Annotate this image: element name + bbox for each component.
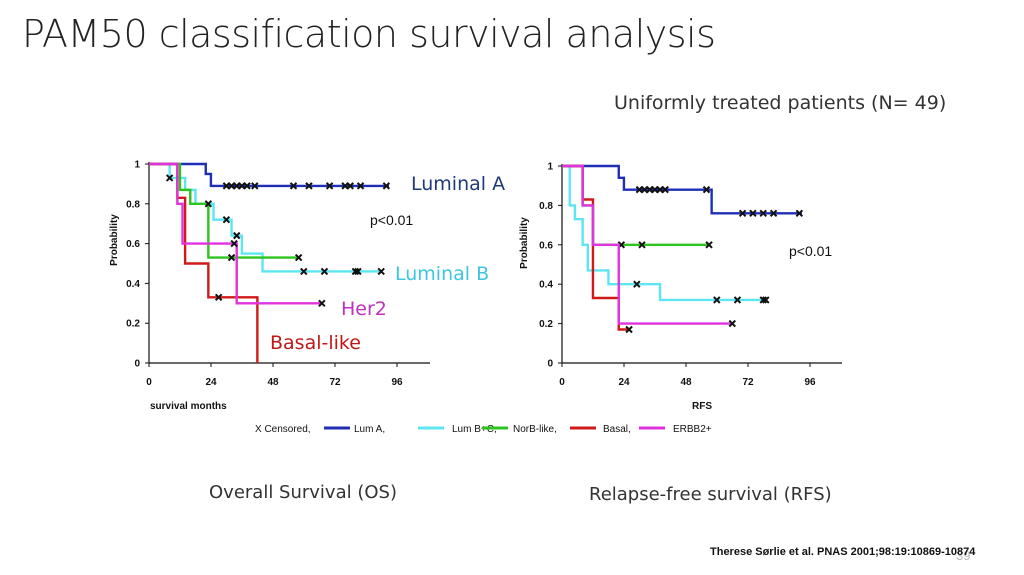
censor-mark <box>294 253 303 262</box>
censor-mark <box>318 299 326 308</box>
censor-mark <box>243 182 251 190</box>
p-value-label: p<0.01 <box>789 243 832 259</box>
x-tick-label: 24 <box>205 377 217 388</box>
censor-mark <box>233 231 241 240</box>
series-annotation: Luminal A <box>411 173 505 195</box>
censor-mark <box>214 293 223 302</box>
page-number: 39 <box>956 548 971 563</box>
legend-censored-label: X Censored, <box>255 424 311 435</box>
x-tick-label: 48 <box>680 377 692 388</box>
km-curve-norb-like <box>149 162 299 259</box>
y-tick-label: 0.6 <box>126 239 140 250</box>
censor-mark <box>702 185 711 194</box>
km-curve-erbb2- <box>562 164 733 325</box>
censor-mark <box>713 296 721 304</box>
legend-label: Basal, <box>603 424 631 435</box>
censor-mark <box>705 241 713 249</box>
series-annotation: Luminal B <box>395 263 489 285</box>
y-tick-label: 0.4 <box>126 279 140 290</box>
censor-mark <box>300 267 308 276</box>
censor-mark <box>762 296 770 304</box>
x-tick-label: 96 <box>391 377 403 388</box>
censor-mark <box>320 267 329 276</box>
series-annotation: Basal-like <box>270 332 361 354</box>
km-curve-basal <box>149 162 259 363</box>
y-tick-label: 0.4 <box>539 280 553 291</box>
censor-mark <box>759 209 767 217</box>
series-annotation: Her2 <box>341 298 387 320</box>
censor-mark <box>638 241 646 249</box>
citation: Therese Sørlie et al. PNAS 2001;98:19:10… <box>710 546 976 558</box>
km-curve-erbb2- <box>149 162 322 305</box>
censor-mark <box>251 182 259 190</box>
censor-mark <box>749 209 757 217</box>
y-axis-label: Probability <box>109 214 120 266</box>
censor-mark <box>305 182 313 190</box>
legend-label: NorB-like, <box>513 424 557 435</box>
censor-mark <box>356 182 365 190</box>
censor-mark <box>795 209 804 217</box>
censor-mark <box>351 267 360 276</box>
rfs-caption: Relapse-free survival (RFS) <box>589 484 832 505</box>
censor-mark <box>227 253 236 262</box>
x-tick-label: 0 <box>559 377 565 388</box>
km-curve-lum-a <box>562 164 802 215</box>
censor-mark <box>222 216 231 224</box>
censor-mark <box>165 174 174 182</box>
y-axis-label: Probability <box>519 217 530 269</box>
censor-mark <box>325 182 334 190</box>
censor-mark <box>661 185 669 194</box>
slide-title: PAM50 classification survival analysis <box>22 12 716 56</box>
censor-mark <box>377 267 385 276</box>
censor-mark <box>289 182 298 190</box>
legend-label: Lum B+C, <box>452 424 497 435</box>
x-tick-label: 72 <box>329 377 341 388</box>
y-tick-label: 0.8 <box>539 201 553 212</box>
km-curve-lum-b-c <box>149 162 382 273</box>
os-caption: Overall Survival (OS) <box>209 482 397 503</box>
censor-mark <box>625 325 633 334</box>
slide-subtitle: Uniformly treated patients (N= 49) <box>614 92 947 114</box>
y-tick-label: 0.2 <box>126 319 140 330</box>
x-tick-label: 96 <box>804 377 816 388</box>
y-tick-label: 0 <box>547 359 553 370</box>
y-tick-label: 0.6 <box>539 240 553 251</box>
km-curve-lum-b-c <box>562 164 766 302</box>
legend-label: ERBB2+ <box>673 424 712 435</box>
censor-mark <box>346 182 354 190</box>
x-tick-label: 72 <box>742 377 754 388</box>
censor-mark <box>759 296 767 304</box>
censor-mark <box>230 239 238 248</box>
y-tick-label: 0.8 <box>126 199 140 210</box>
y-tick-label: 0.2 <box>539 319 553 330</box>
x-tick-label: 0 <box>146 377 152 388</box>
censor-mark <box>382 182 391 190</box>
censor-mark <box>633 280 641 288</box>
x-axis-label: survival months <box>150 401 227 412</box>
x-tick-label: 48 <box>267 377 279 388</box>
y-tick-label: 1 <box>134 160 140 171</box>
censor-mark <box>769 209 778 217</box>
p-value-label: p<0.01 <box>370 212 413 228</box>
censor-mark <box>738 209 747 217</box>
censor-mark <box>728 319 736 328</box>
x-tick-label: 24 <box>618 377 630 388</box>
censor-mark <box>204 200 213 208</box>
censor-mark <box>733 296 742 304</box>
censor-mark <box>354 267 362 276</box>
legend-label: Lum A, <box>354 424 385 435</box>
y-tick-label: 0 <box>134 359 140 370</box>
x-axis-label: RFS <box>692 401 712 412</box>
y-tick-label: 1 <box>547 162 553 173</box>
